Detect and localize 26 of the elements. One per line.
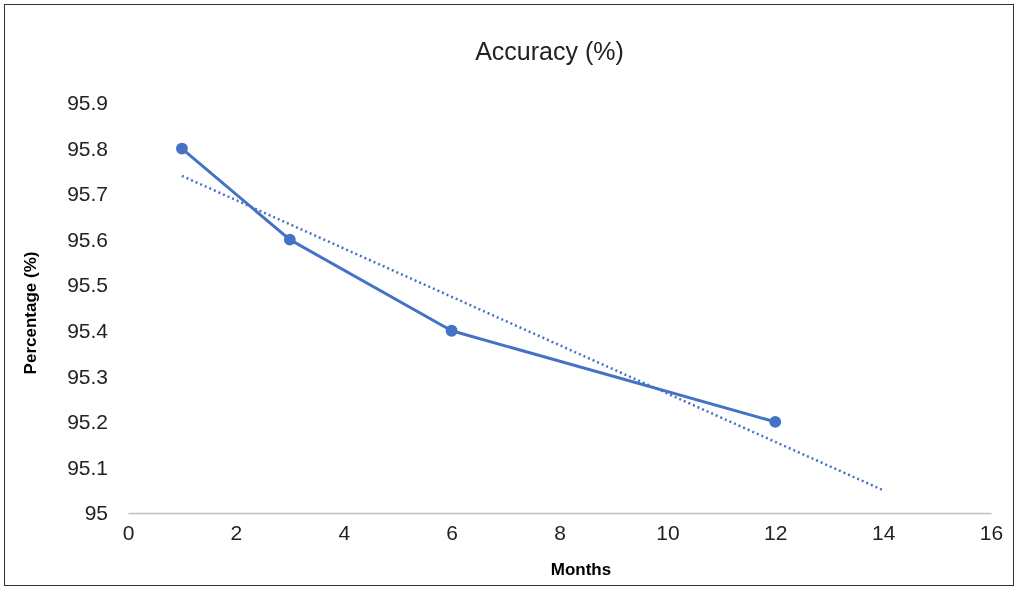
x-tick-label: 8 <box>554 520 566 544</box>
x-tick-label: 16 <box>979 520 1004 544</box>
x-tick-label: 10 <box>656 520 680 544</box>
x-tick-label: 2 <box>230 520 243 544</box>
point <box>176 142 188 155</box>
y-tick-label: 95.7 <box>67 182 108 206</box>
x-tick-label: 4 <box>338 520 351 544</box>
y-tick-label: 95.6 <box>67 227 108 251</box>
y-tick-label: 95 <box>84 501 108 525</box>
chart-title: Accuracy (%) <box>475 37 624 65</box>
x-axis-title: Months <box>550 560 612 579</box>
y-tick-label: 95.3 <box>67 364 108 388</box>
point <box>283 233 296 246</box>
point <box>445 324 458 337</box>
x-tick-label: 12 <box>764 520 788 544</box>
x-tick-label: 0 <box>122 520 135 544</box>
y-tick-label: 95.8 <box>67 136 108 160</box>
y-tick-label: 95.9 <box>67 91 108 115</box>
y-tick-label: 95.2 <box>67 410 108 434</box>
point <box>769 415 782 428</box>
y-axis-title: Percentage (%) <box>21 251 40 375</box>
x-tick-label: 14 <box>871 520 896 544</box>
y-tick-label: 95.5 <box>67 273 108 297</box>
y-tick-label: 95.1 <box>67 455 108 479</box>
y-tick-label: 95.4 <box>67 319 109 342</box>
x-tick-label: 6 <box>446 520 458 544</box>
